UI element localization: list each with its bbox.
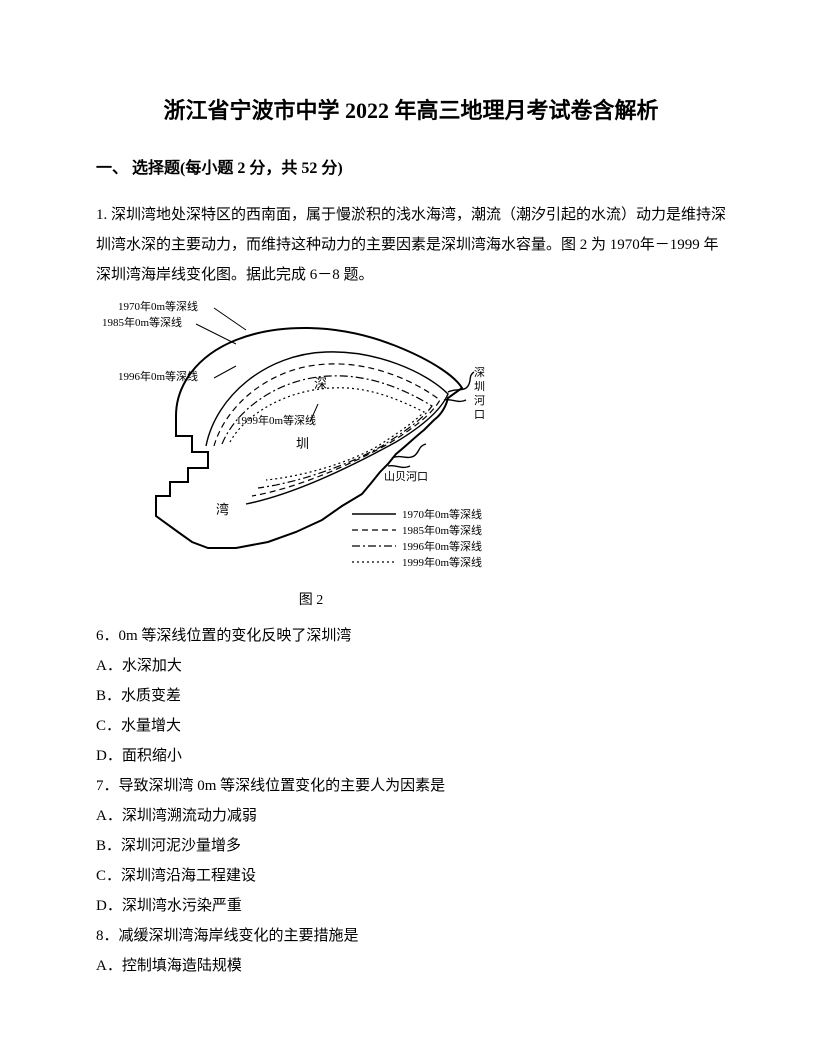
q8-opt-a: A．控制填海造陆规模 — [96, 951, 726, 981]
label-1999-mid: 1999年0m等深线 — [236, 413, 316, 427]
svg-text:1985年0m等深线: 1985年0m等深线 — [402, 523, 482, 537]
svg-text:1996年0m等深线: 1996年0m等深线 — [402, 539, 482, 553]
q6-opt-c: C．水量增大 — [96, 711, 726, 741]
q6-opt-a: A．水深加大 — [96, 651, 726, 681]
page-title: 浙江省宁波市中学 2022 年高三地理月考试卷含解析 — [96, 90, 726, 132]
figure-map: 1970年0m等深线 1985年0m等深线 1996年0m等深线 1999年0m… — [96, 296, 726, 615]
river1-b: 圳 — [474, 380, 485, 393]
section-heading: 一、 选择题(每小题 2 分，共 52 分) — [96, 154, 726, 184]
q6-opt-d: D．面积缩小 — [96, 741, 726, 771]
map-label-wan: 湾 — [216, 502, 229, 517]
river1-c: 河 — [474, 394, 485, 407]
q6-opt-b: B．水质变差 — [96, 681, 726, 711]
svg-text:1970年0m等深线: 1970年0m等深线 — [402, 507, 482, 521]
river2: 山贝河口 — [384, 470, 428, 483]
river1-a: 深 — [474, 366, 485, 379]
q6-stem: 6．0m 等深线位置的变化反映了深圳湾 — [96, 621, 726, 651]
legend: 1970年0m等深线 1985年0m等深线 1996年0m等深线 1999年0m… — [352, 507, 482, 569]
river1-d: 口 — [474, 409, 485, 421]
svg-text:1999年0m等深线: 1999年0m等深线 — [402, 555, 482, 569]
q7-opt-d: D．深圳湾水污染严重 — [96, 891, 726, 921]
q8-stem: 8．减缓深圳湾海岸线变化的主要措施是 — [96, 921, 726, 951]
map-label-shen: 深 — [314, 376, 327, 391]
q7-opt-b: B．深圳河泥沙量增多 — [96, 831, 726, 861]
map-label-zhen: 圳 — [296, 436, 309, 451]
q7-opt-c: C．深圳湾沿海工程建设 — [96, 861, 726, 891]
figure-caption: 图 2 — [96, 588, 526, 615]
q7-opt-a: A．深圳湾溯流动力减弱 — [96, 801, 726, 831]
label-1985-top: 1985年0m等深线 — [102, 315, 182, 329]
label-1970-top: 1970年0m等深线 — [118, 299, 198, 313]
question-passage: 1. 深圳湾地处深特区的西南面，属于慢淤积的浅水海湾，潮流（潮汐引起的水流）动力… — [96, 200, 726, 290]
q7-stem: 7．导致深圳湾 0m 等深线位置变化的主要人为因素是 — [96, 771, 726, 801]
